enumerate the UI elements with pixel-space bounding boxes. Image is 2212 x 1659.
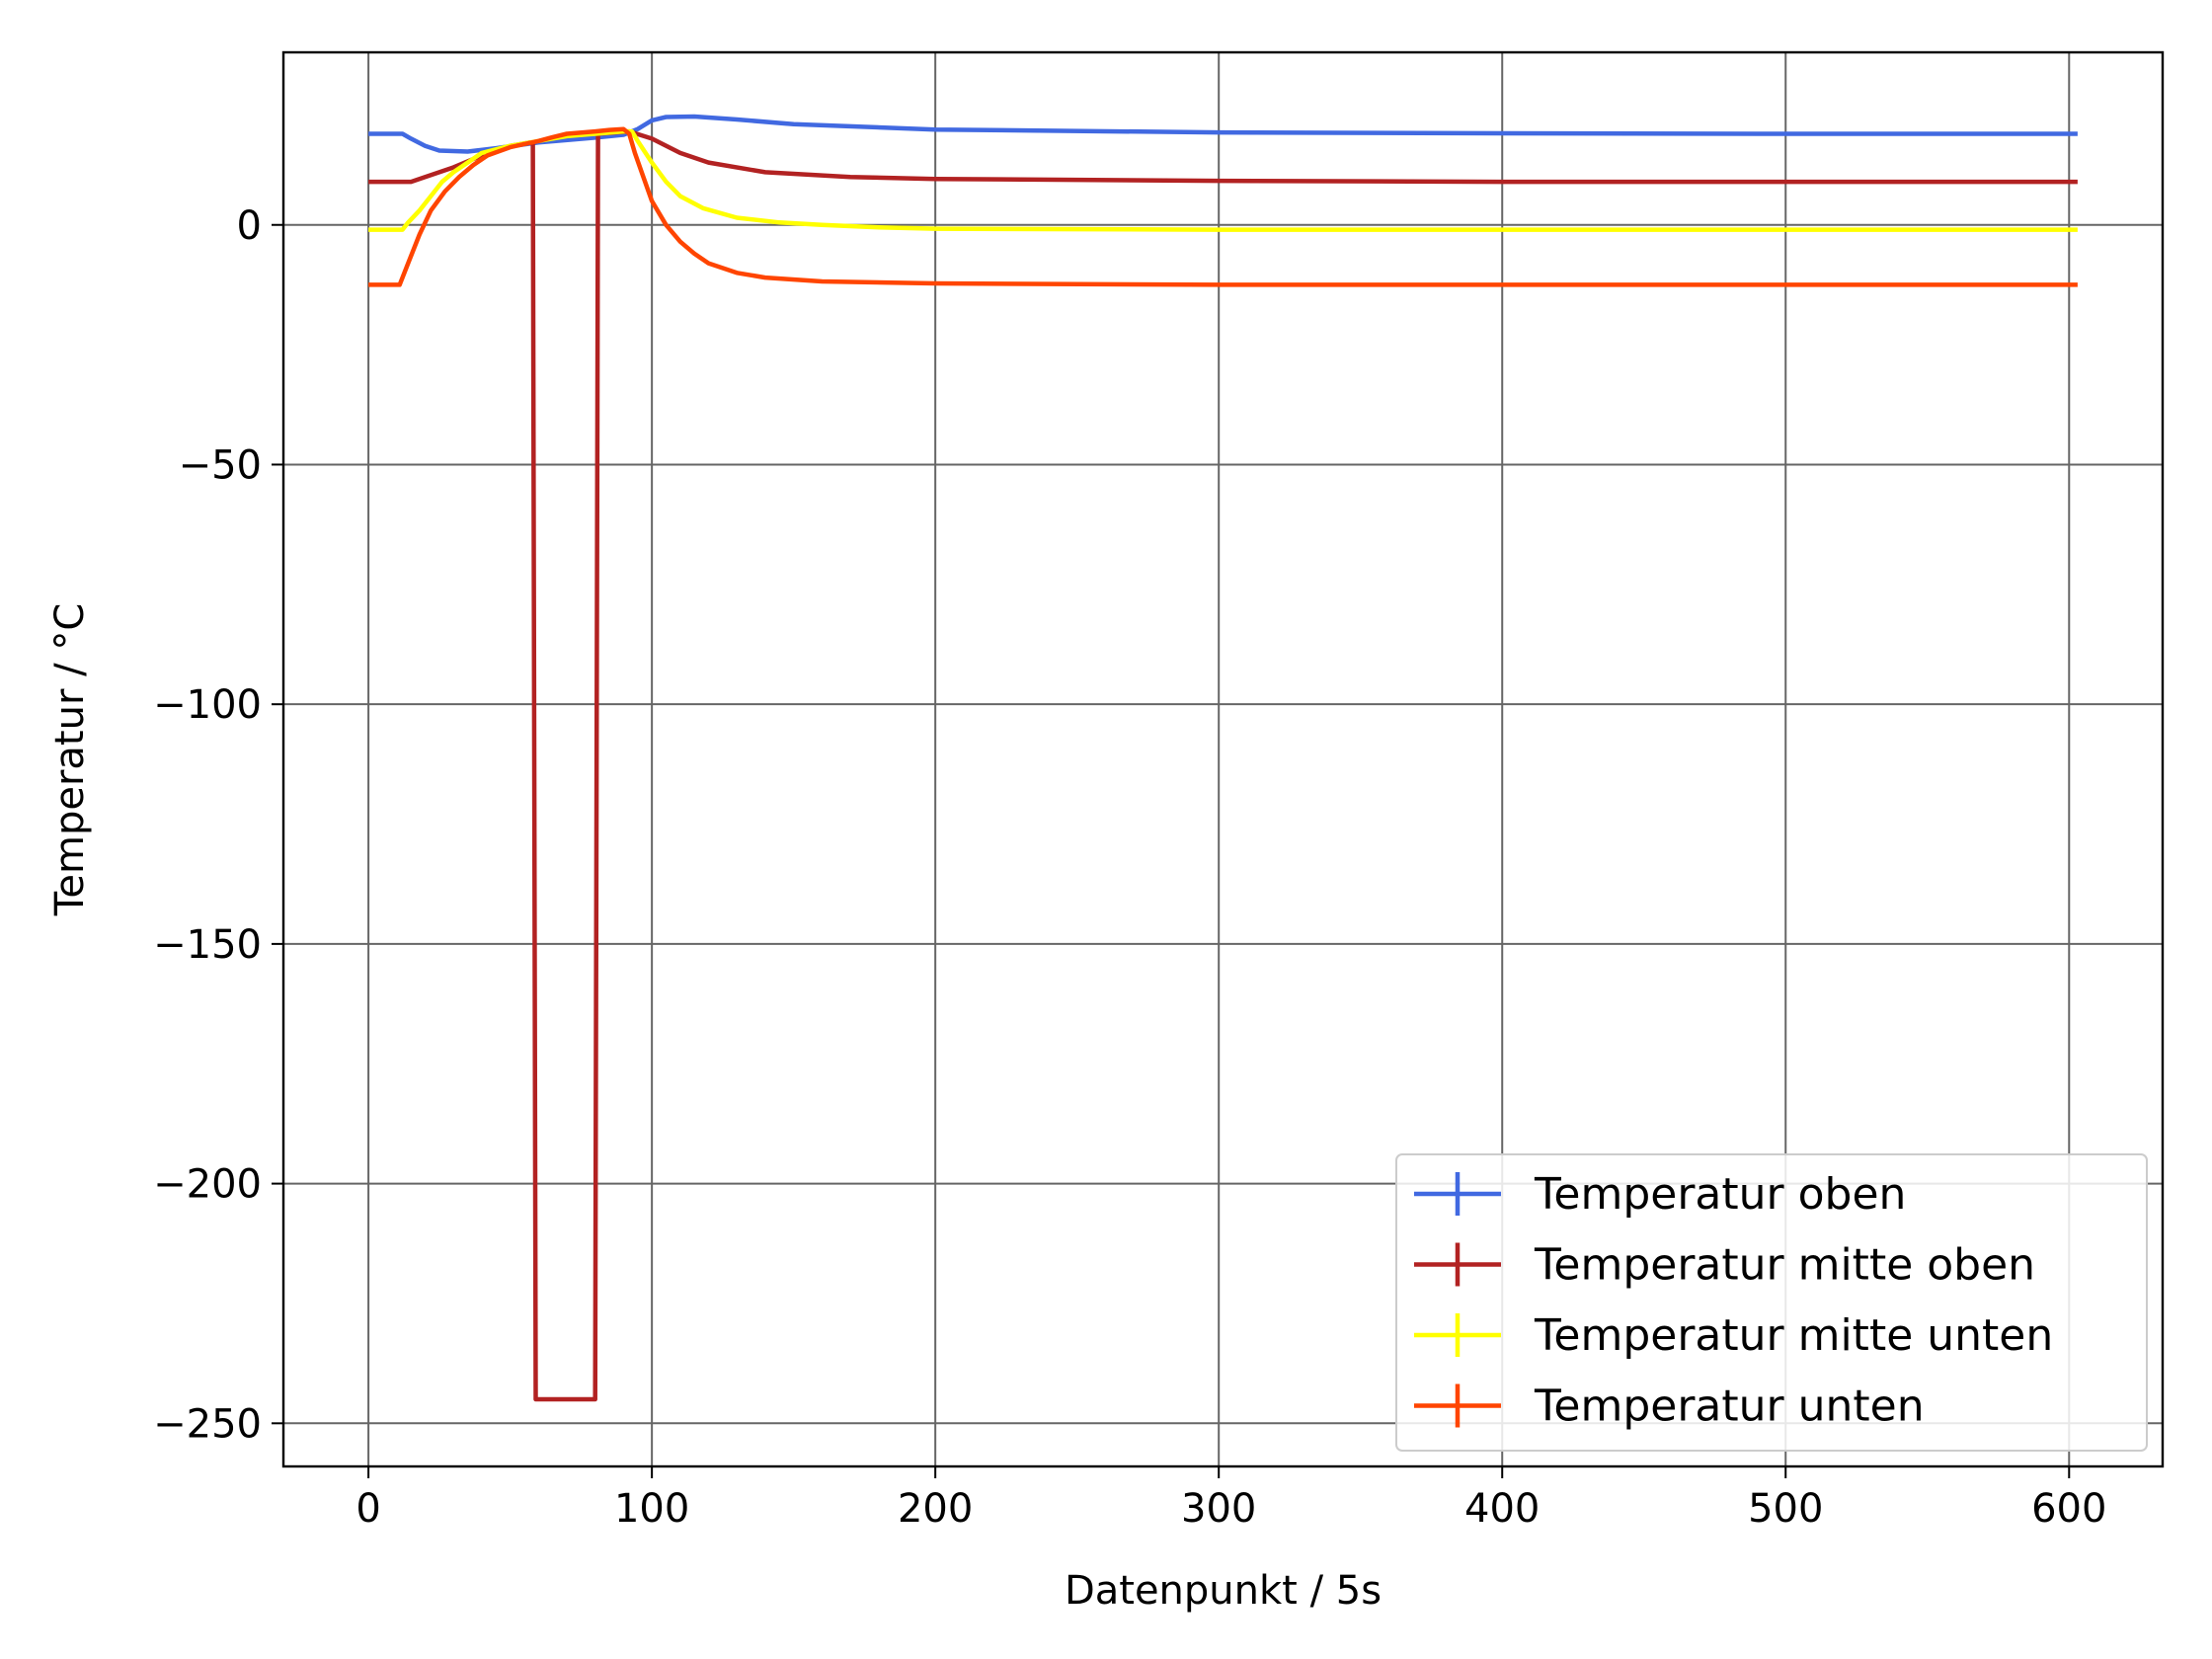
legend: Temperatur oben Temperatur mitte oben Temp… [1395,1153,2148,1452]
plot-area-frame [281,50,2165,1468]
x-tick-label: 100 [614,1486,689,1532]
y-tick-label: 0 [237,203,262,249]
y-tick-label: −250 [153,1401,262,1447]
series-line-3 [368,128,2078,232]
legend-label: Temperatur oben [1534,1169,1906,1220]
x-tick-label: 600 [2031,1486,2106,1532]
x-tick-label: 500 [1748,1486,1823,1532]
axis-ticks: 0 100 200 300 400 500 600 0 −50 −100 −150 −200 −250 [153,203,2106,1532]
x-tick-label: 300 [1181,1486,1256,1532]
series-lines [368,114,2078,1402]
x-tick-label: 400 [1464,1486,1540,1532]
legend-box [1395,1153,2148,1452]
series-line-4 [368,126,2078,287]
y-tick-label: −100 [153,682,262,728]
y-tick-label: −200 [153,1162,262,1208]
y-axis-label: Temperatur / °C [47,603,93,916]
series-line-1 [368,114,2078,154]
y-tick-label: −50 [179,442,262,488]
legend-label: Temperatur mitte unten [1534,1310,2053,1361]
y-tick-label: −150 [153,922,262,968]
x-axis-label: Datenpunkt / 5s [1065,1568,1382,1614]
x-tick-label: 200 [898,1486,973,1532]
legend-label: Temperatur mitte oben [1534,1240,2035,1291]
x-tick-label: 0 [356,1486,380,1532]
legend-label: Temperatur unten [1534,1382,1925,1432]
